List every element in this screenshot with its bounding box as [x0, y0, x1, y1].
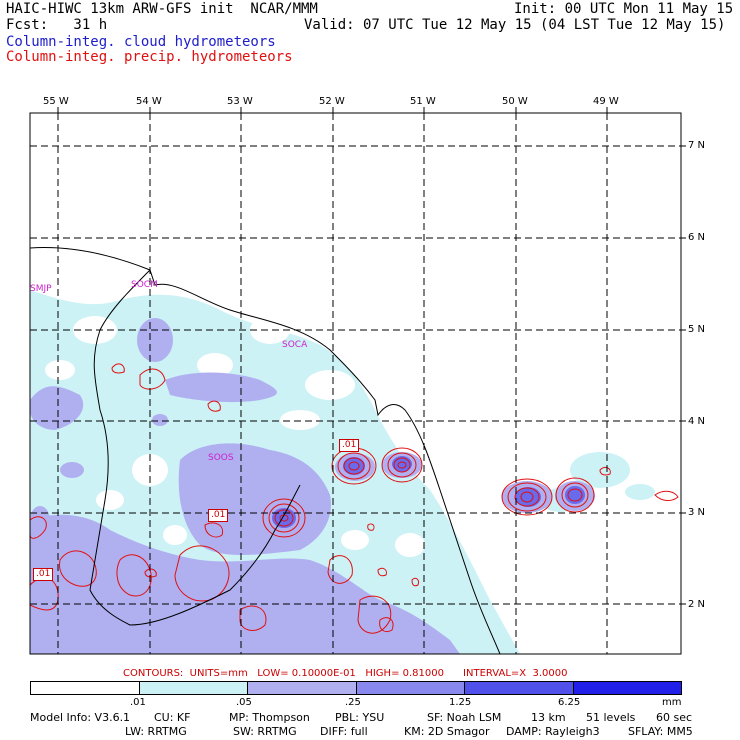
- color-bar-tick: .05: [236, 697, 252, 708]
- time-step: 60 sec: [656, 711, 693, 724]
- lat-label-3n: 3 N: [688, 507, 706, 518]
- coastline: [30, 247, 501, 654]
- diffusion-option: DIFF: full: [320, 725, 368, 738]
- model-version: Model Info: V3.6.1: [30, 711, 131, 724]
- color-bar-units: mm: [662, 697, 682, 708]
- precip-field-label: Column-integ. precip. hydrometeors: [6, 49, 293, 65]
- graticule: [30, 113, 681, 654]
- lon-label-53w: 53 W: [227, 96, 253, 107]
- longwave-scheme: LW: RRTMG: [125, 725, 187, 738]
- surface-layer-option: SFLAY: MM5: [628, 725, 693, 738]
- station-soca: SOCA: [282, 340, 308, 350]
- color-bar-segment: [139, 682, 248, 694]
- vertical-levels: 51 levels: [586, 711, 636, 724]
- shortwave-scheme: SW: RRTMG: [233, 725, 297, 738]
- lat-label-6n: 6 N: [688, 232, 706, 243]
- station-soos: SOOS: [208, 453, 234, 463]
- station-socm: SOCM: [131, 280, 158, 290]
- color-bar-tick: .25: [345, 697, 361, 708]
- damping-option: DAMP: Rayleigh3: [506, 725, 600, 738]
- color-bar-segment: [31, 682, 140, 694]
- color-bar-segment: [573, 682, 681, 694]
- init-time: Init: 00 UTC Mon 11 May 15: [514, 1, 734, 17]
- color-bar-tick: 6.25: [558, 697, 581, 708]
- color-bar-segment: [465, 682, 574, 694]
- station-smjp: SMJP: [30, 284, 52, 294]
- cloud-field-label: Column-integ. cloud hydrometeors: [6, 34, 276, 50]
- color-bar-tick: .01: [130, 697, 146, 708]
- microphysics-scheme: MP: Thompson: [229, 711, 310, 724]
- cumulus-scheme: CU: KF: [154, 711, 191, 724]
- contour-label: .01: [33, 568, 54, 581]
- model-title: HAIC-HIWC 13km ARW-GFS init NCAR/MMM: [6, 1, 318, 17]
- forecast-hour: Fcst: 31 h: [6, 17, 108, 33]
- valid-time: Valid: 07 UTC Tue 12 May 15 (04 LST Tue …: [304, 17, 726, 33]
- contour-label: .01: [208, 509, 229, 522]
- contour-label: .01: [339, 439, 360, 452]
- contours-info: CONTOURS: UNITS=mm LOW= 0.10000E-01 HIGH…: [123, 668, 568, 679]
- lon-label-50w: 50 W: [502, 96, 528, 107]
- frame-ticks: [57, 107, 686, 605]
- cloud-field-medium: [30, 318, 595, 654]
- lat-label-7n: 7 N: [688, 140, 706, 151]
- lon-label-54w: 54 W: [136, 96, 162, 107]
- lat-label-5n: 5 N: [688, 324, 706, 335]
- lat-label-2n: 2 N: [688, 599, 706, 610]
- lat-label-4n: 4 N: [688, 416, 706, 427]
- cloud-field-gaps: [45, 316, 425, 557]
- color-bar-segment: [248, 682, 357, 694]
- pbl-scheme: PBL: YSU: [335, 711, 385, 724]
- color-bar-segment: [356, 682, 465, 694]
- color-bar: [30, 681, 682, 695]
- plot-frame: [29, 112, 682, 655]
- surface-scheme: SF: Noah LSM: [427, 711, 502, 724]
- grid-spacing: 13 km: [531, 711, 566, 724]
- eddy-coefficient-option: KM: 2D Smagor: [404, 725, 490, 738]
- lon-label-52w: 52 W: [319, 96, 345, 107]
- lon-label-51w: 51 W: [410, 96, 436, 107]
- lon-label-55w: 55 W: [43, 96, 69, 107]
- color-bar-tick: 1.25: [449, 697, 472, 708]
- lon-label-49w: 49 W: [593, 96, 619, 107]
